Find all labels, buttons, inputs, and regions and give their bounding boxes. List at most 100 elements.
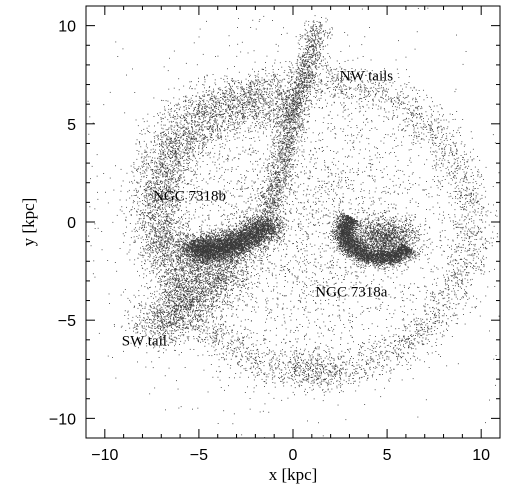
particle-point [367,363,369,364]
particle-point [153,227,155,228]
particle-point [254,101,255,103]
particle-point [288,92,290,94]
particle-point [322,368,324,370]
particle-point [200,309,201,311]
particle-point [137,211,138,213]
particle-point [331,75,333,77]
particle-point [410,364,412,366]
particle-point [245,92,246,94]
particle-point [304,390,305,392]
particle-point [454,161,456,163]
particle-point [417,333,419,335]
particle-point [335,375,336,377]
particle-point [148,243,149,245]
particle-point [407,125,408,127]
particle-point [243,368,245,370]
particle-point [220,125,222,127]
particle-point [471,227,473,229]
particle-point [271,93,273,95]
particle-point [315,367,316,369]
particle-point [181,305,183,307]
particle-point [172,276,174,278]
particle-point [440,325,442,326]
particle-point [345,371,347,373]
particle-point [401,129,403,131]
particle-point [458,286,460,287]
particle-point [309,356,311,358]
particle-point [389,367,391,369]
particle-point [155,165,157,167]
particle-point [426,94,428,96]
particle-point [464,216,466,217]
particle-point [191,271,193,273]
particle-point [153,116,155,117]
particle-point [161,167,163,168]
particle-point [230,121,232,123]
particle-point [252,104,253,106]
particle-point [164,260,166,262]
particle-point [388,380,390,382]
particle-point [370,94,372,96]
particle-point [326,65,328,67]
particle-point [234,348,236,350]
particle-point [184,147,185,149]
particle-point [405,125,407,127]
particle-point [445,168,447,169]
particle-point [295,370,296,372]
particle-point [192,316,194,318]
particle-point [394,106,396,108]
particle-point [283,114,285,116]
particle-point [237,115,239,116]
particle-point [456,186,457,188]
particle-point [445,138,447,140]
particle-point [397,94,399,96]
particle-point [465,286,467,288]
particle-point [275,118,276,119]
particle-point [169,254,171,256]
particle-point [160,211,162,213]
particle-point [266,88,268,90]
particle-point [242,109,244,110]
particle-point [342,93,344,94]
particle-point [374,347,376,349]
particle-point [466,232,468,234]
particle-point [410,335,411,336]
particle-point [201,320,203,322]
particle-point [289,112,291,114]
particle-point [150,246,151,247]
particle-point [318,377,320,379]
particle-point [462,226,464,228]
particle-point [238,361,240,363]
particle-point [435,165,437,167]
particle-point [444,154,446,156]
particle-point [392,110,394,112]
particle-point [168,128,169,130]
particle-point [238,96,240,97]
particle-point [330,69,332,71]
particle-point [326,67,327,69]
particle-point [449,152,450,154]
particle-point [185,327,187,329]
particle-point [175,277,177,279]
particle-point [230,95,232,97]
particle-point [255,344,257,346]
particle-point [182,297,184,299]
particle-point [206,100,208,102]
particle-point [256,81,258,83]
particle-point [306,379,308,380]
particle-point [412,355,414,357]
particle-point [175,266,177,268]
particle-point [423,99,425,101]
particle-point [219,353,221,355]
particle-point [155,191,156,193]
particle-point [268,97,269,98]
particle-point [201,111,203,112]
particle-point [164,276,165,278]
particle-point [177,152,179,154]
particle-point [220,324,222,325]
particle-point [173,275,175,276]
particle-point [430,116,432,118]
particle-point [234,91,235,93]
particle-point [147,248,148,250]
particle-point [167,282,169,284]
